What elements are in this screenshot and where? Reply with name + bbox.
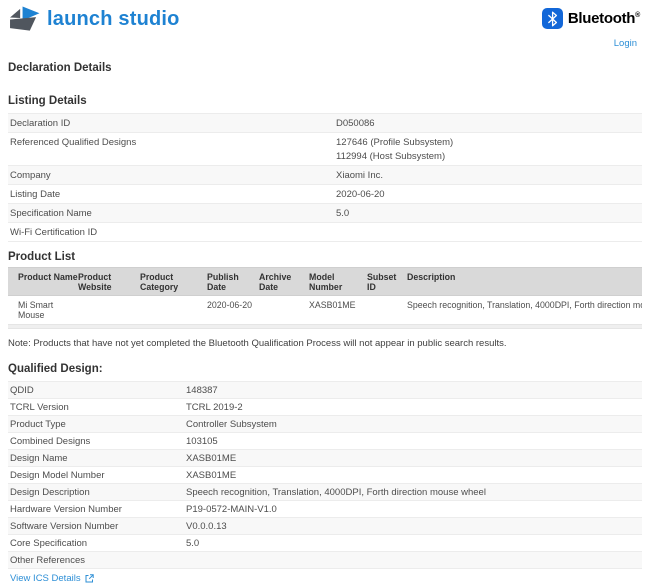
row-listing-date: Listing Date 2020-06-20 bbox=[8, 185, 642, 204]
row-declaration-id: Declaration ID D050086 bbox=[8, 114, 642, 133]
row-value: V0.0.0.13 bbox=[186, 520, 227, 532]
cell-product-name: Mi Smart Mouse bbox=[18, 300, 54, 320]
cell-product-category bbox=[140, 300, 207, 320]
row-design-model-number: Design Model Number XASB01ME bbox=[8, 467, 642, 484]
column-header-product-website: Product Website bbox=[78, 271, 112, 292]
row-label: Product Type bbox=[10, 418, 66, 430]
row-tcrl-version: TCRL Version TCRL 2019-2 bbox=[8, 399, 642, 416]
row-value bbox=[336, 227, 642, 238]
row-value: XASB01ME bbox=[186, 469, 237, 481]
launch-studio-logo[interactable]: launch studio bbox=[8, 5, 180, 33]
row-label: Combined Designs bbox=[10, 435, 91, 447]
referenced-design-host: 112994 (Host Subsystem) bbox=[336, 150, 446, 162]
column-header-subset-id: Subset ID bbox=[367, 271, 397, 292]
row-label: Declaration ID bbox=[10, 117, 71, 129]
cell-publish-date: 2020-06-20 bbox=[207, 300, 252, 310]
cell-archive-date bbox=[259, 300, 309, 320]
login-link[interactable]: Login bbox=[613, 38, 637, 49]
product-table-header: Product Name Product Website Product Cat… bbox=[8, 267, 642, 296]
row-value: Speech recognition, Translation, 4000DPI… bbox=[186, 486, 486, 498]
row-label: TCRL Version bbox=[10, 401, 69, 413]
row-value: Xiaomi Inc. bbox=[336, 169, 383, 181]
row-value: 5.0 bbox=[336, 207, 350, 219]
row-value: D050086 bbox=[336, 117, 375, 129]
referenced-design-profile: 127646 (Profile Subsystem) bbox=[336, 136, 454, 148]
column-header-description: Description bbox=[407, 271, 456, 282]
row-label: Company bbox=[10, 169, 51, 181]
row-value: 5.0 bbox=[186, 537, 200, 549]
row-referenced-qualified-designs: Referenced Qualified Designs 127646 (Pro… bbox=[8, 133, 642, 166]
login-bar: Login bbox=[0, 33, 650, 49]
row-label: Other References bbox=[10, 554, 85, 566]
row-qdid: QDID 148387 bbox=[8, 382, 642, 399]
row-label: Design Description bbox=[10, 486, 90, 498]
main-content: Declaration Details Listing Details Decl… bbox=[0, 62, 650, 584]
row-label: Software Version Number bbox=[10, 520, 119, 532]
row-label: Referenced Qualified Designs bbox=[10, 136, 137, 148]
column-header-model-number: Model Number bbox=[309, 271, 343, 292]
product-table: Product Name Product Website Product Cat… bbox=[8, 267, 642, 329]
column-header-product-name: Product Name bbox=[18, 271, 78, 282]
row-combined-designs: Combined Designs 103105 bbox=[8, 433, 642, 450]
bluetooth-icon bbox=[541, 8, 563, 29]
row-company: Company Xiaomi Inc. bbox=[8, 166, 642, 185]
row-label: Design Model Number bbox=[10, 469, 105, 481]
row-label: Specification Name bbox=[10, 207, 92, 219]
listing-details-table: Declaration ID D050086 Referenced Qualif… bbox=[8, 113, 642, 242]
product-table-footer-strip bbox=[8, 325, 642, 329]
page-header: launch studio Bluetooth® bbox=[0, 0, 650, 33]
row-label: Wi-Fi Certification ID bbox=[10, 226, 98, 238]
row-hardware-version-number: Hardware Version Number P19-0572-MAIN-V1… bbox=[8, 501, 642, 518]
launch-studio-wordmark: launch studio bbox=[47, 7, 180, 30]
row-value: 2020-06-20 bbox=[336, 188, 385, 200]
row-design-name: Design Name XASB01ME bbox=[8, 450, 642, 467]
row-value: TCRL 2019-2 bbox=[186, 401, 243, 413]
product-table-row: Mi Smart Mouse 2020-06-20 XASB01ME Speec… bbox=[8, 296, 642, 325]
row-value: 103105 bbox=[186, 435, 218, 447]
row-value: 127646 (Profile Subsystem) 112994 (Host … bbox=[336, 137, 642, 162]
row-label: Hardware Version Number bbox=[10, 503, 122, 515]
qualification-note: Note: Products that have not yet complet… bbox=[8, 338, 507, 349]
registered-trademark: ® bbox=[635, 12, 640, 19]
page-title: Declaration Details bbox=[8, 62, 112, 74]
launch-studio-icon bbox=[10, 6, 40, 31]
row-label: Design Name bbox=[10, 452, 68, 464]
row-label: QDID bbox=[10, 384, 34, 396]
column-header-archive-date: Archive Date bbox=[259, 271, 292, 292]
external-link-icon bbox=[85, 574, 94, 583]
cell-description: Speech recognition, Translation, 4000DPI… bbox=[407, 300, 642, 310]
row-value: XASB01ME bbox=[186, 452, 237, 464]
bluetooth-logo: Bluetooth® bbox=[541, 5, 640, 29]
view-ics-details-link[interactable]: View ICS Details bbox=[8, 573, 94, 584]
row-product-type: Product Type Controller Subsystem bbox=[8, 416, 642, 433]
row-software-version-number: Software Version Number V0.0.0.13 bbox=[8, 518, 642, 535]
listing-details-heading: Listing Details bbox=[8, 95, 87, 107]
cell-product-website bbox=[78, 300, 140, 320]
view-ics-details-label: View ICS Details bbox=[10, 573, 81, 584]
row-design-description: Design Description Speech recognition, T… bbox=[8, 484, 642, 501]
row-other-references: Other References bbox=[8, 552, 642, 569]
row-specification-name: Specification Name 5.0 bbox=[8, 204, 642, 223]
column-header-product-category: Product Category bbox=[140, 271, 179, 292]
qualified-design-table: QDID 148387 TCRL Version TCRL 2019-2 Pro… bbox=[8, 381, 642, 569]
product-list-heading: Product List bbox=[8, 251, 76, 263]
row-value bbox=[186, 555, 642, 566]
qualified-design-heading: Qualified Design: bbox=[8, 363, 103, 375]
row-label: Listing Date bbox=[10, 188, 61, 200]
row-value: Controller Subsystem bbox=[186, 418, 277, 430]
column-header-publish-date: Publish Date bbox=[207, 271, 239, 292]
row-core-specification: Core Specification 5.0 bbox=[8, 535, 642, 552]
row-label: Core Specification bbox=[10, 537, 88, 549]
cell-model-number: XASB01ME bbox=[309, 300, 356, 310]
row-wifi-certification-id: Wi-Fi Certification ID bbox=[8, 223, 642, 242]
cell-subset-id bbox=[367, 300, 407, 320]
bluetooth-wordmark: Bluetooth bbox=[567, 10, 636, 27]
row-value: P19-0572-MAIN-V1.0 bbox=[186, 503, 277, 515]
row-value: 148387 bbox=[186, 384, 218, 396]
